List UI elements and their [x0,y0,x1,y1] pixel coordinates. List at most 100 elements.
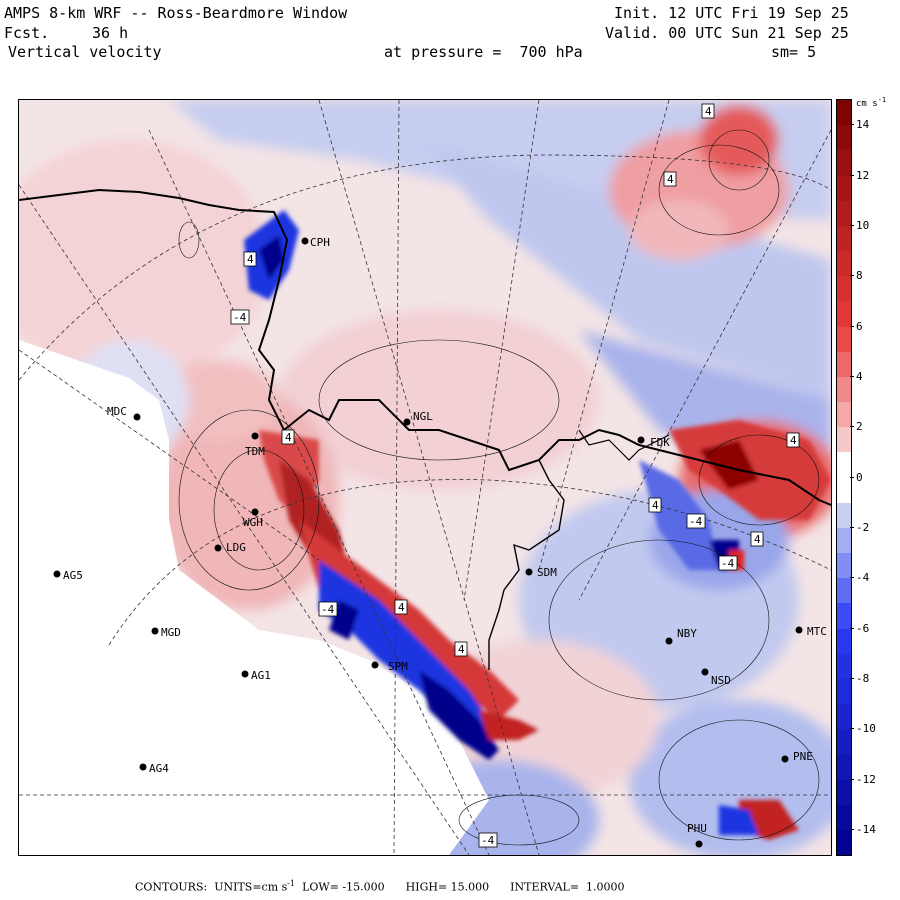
station-fdk[interactable]: FDK [637,436,671,449]
svg-text:CPH: CPH [310,236,330,249]
colorbar-segment [837,276,851,302]
svg-text:AG5: AG5 [63,569,83,582]
colorbar-tickmark [850,224,854,226]
colorbar-segment [837,628,851,655]
forecast-hours: 36 h [92,24,129,42]
colorbar-tick-label: -2 [856,520,870,534]
station-nby[interactable]: NBY [665,627,698,645]
colorbar-tick-label: -6 [856,621,870,635]
colorbar-segment [837,150,851,176]
svg-text:MGD: MGD [161,626,181,639]
station-pne[interactable]: PNE [781,750,813,763]
ice-front [488,459,565,670]
low-value: LOW= -15.000 [302,880,385,894]
colorbar-tick-label: 10 [856,218,870,232]
colorbar-segment [837,653,851,680]
svg-text:4: 4 [398,601,405,614]
station-ngl[interactable]: NGL [403,410,434,426]
coastline [19,188,831,506]
svg-text:SPM: SPM [388,660,408,673]
station-ag4[interactable]: AG4 [139,762,170,775]
svg-text:4: 4 [790,434,797,447]
station-cph[interactable]: CPH [301,236,330,249]
colorbar-segment [837,200,851,227]
colorbar-tickmark [850,476,854,478]
units-exp: -1 [287,879,296,888]
interval-value: INTERVAL= 1.0000 [510,880,625,894]
station-wgh[interactable]: WGH [243,508,263,530]
colorbar-segment [837,452,851,478]
colorbar-tickmark [850,627,854,629]
contour-info: CONTOURS: UNITS=cm s-1 LOW= -15.000 HIGH… [135,879,625,894]
colorbar-segment [837,100,851,126]
svg-text:AG1: AG1 [251,669,271,682]
station-ag1[interactable]: AG1 [241,669,271,682]
smoothing-value: sm= 5 [771,43,817,61]
station-mtc[interactable]: MTC [795,625,827,638]
colorbar-tickmark [850,325,854,327]
map-panel[interactable]: 4 4 4 4 4 4 4 4 4 -4 -4 -4 -4 [18,99,832,856]
stations: CPH MDC NGL FDK SDM AG5 MGD AG1 AG4 NBY … [53,236,827,848]
station-tdm[interactable]: TDM [245,432,265,459]
field-name: Vertical velocity [8,43,162,61]
ice-shelf-region [19,340,489,855]
init-time: Init. 12 UTC Fri 19 Sep 25 [614,4,849,22]
forecast-label: Fcst. [4,24,50,42]
station-phu[interactable]: PHU [687,822,707,848]
colorbar-tickmark [850,375,854,377]
colorbar-tick-label: 14 [856,118,870,132]
svg-text:TDM: TDM [245,445,265,458]
coast-detail [578,429,670,461]
colorbar-tick-label: 12 [856,168,870,182]
high-value: HIGH= 15.000 [405,880,490,894]
vertical-velocity-map: 4 4 4 4 4 4 4 4 4 -4 -4 -4 -4 [19,100,831,855]
colorbar-tickmark [850,174,854,176]
station-ldg[interactable]: LDG [214,541,246,554]
colorbar-segment [837,175,851,202]
colorbar-segment [837,376,851,403]
svg-text:SDM: SDM [537,566,557,579]
svg-text:LDG: LDG [226,541,246,554]
map-title: AMPS 8-km WRF -- Ross-Beardmore Window [4,4,348,22]
colorbar-segment [837,678,851,705]
colorbar-tick-label: -12 [856,772,876,786]
colorbar-segment [837,477,851,504]
mountain-banding [244,210,831,840]
station-sdm[interactable]: SDM [525,566,558,579]
colorbar-tick-label: -4 [856,571,870,585]
svg-text:-4: -4 [481,834,495,847]
contour-lines [178,129,820,846]
colorbar-tickmark [850,677,854,679]
station-ag5[interactable]: AG5 [53,569,83,582]
graticule [19,100,831,855]
colorbar-tick-label: 0 [856,470,863,484]
colorbar-segment [837,402,851,428]
svg-text:-4: -4 [689,515,703,528]
station-nsd[interactable]: NSD [701,668,731,688]
colorbar-segment [837,779,851,806]
colorbar-segment [837,729,851,755]
contours-label: CONTOURS: [135,880,208,894]
svg-text:FDK: FDK [650,436,670,449]
contour-labels: 4 4 4 4 4 4 4 4 4 -4 -4 -4 -4 [230,103,800,848]
svg-text:NSD: NSD [711,674,731,687]
colorbar-tick-label: 2 [856,420,863,434]
colorbar-tickmark [850,124,854,126]
svg-text:4: 4 [705,105,712,118]
colorbar-segment [837,829,851,856]
station-mgd[interactable]: MGD [151,626,181,639]
colorbar [836,99,852,856]
units-label: UNITS=cm s [214,880,288,894]
station-mdc[interactable]: MDC [107,405,141,421]
colorbar-tickmark [850,426,854,428]
colorbar-tick-label: 4 [856,369,863,383]
svg-text:4: 4 [285,431,292,444]
svg-text:4: 4 [458,643,465,656]
svg-text:-4: -4 [721,557,735,570]
station-spm[interactable]: SPM [371,660,409,673]
colorbar-tick-label: 6 [856,319,863,333]
svg-text:MTC: MTC [807,625,827,638]
svg-text:PHU: PHU [687,822,707,835]
valid-time: Valid. 00 UTC Sun 21 Sep 25 [605,24,849,42]
svg-text:4: 4 [667,173,674,186]
